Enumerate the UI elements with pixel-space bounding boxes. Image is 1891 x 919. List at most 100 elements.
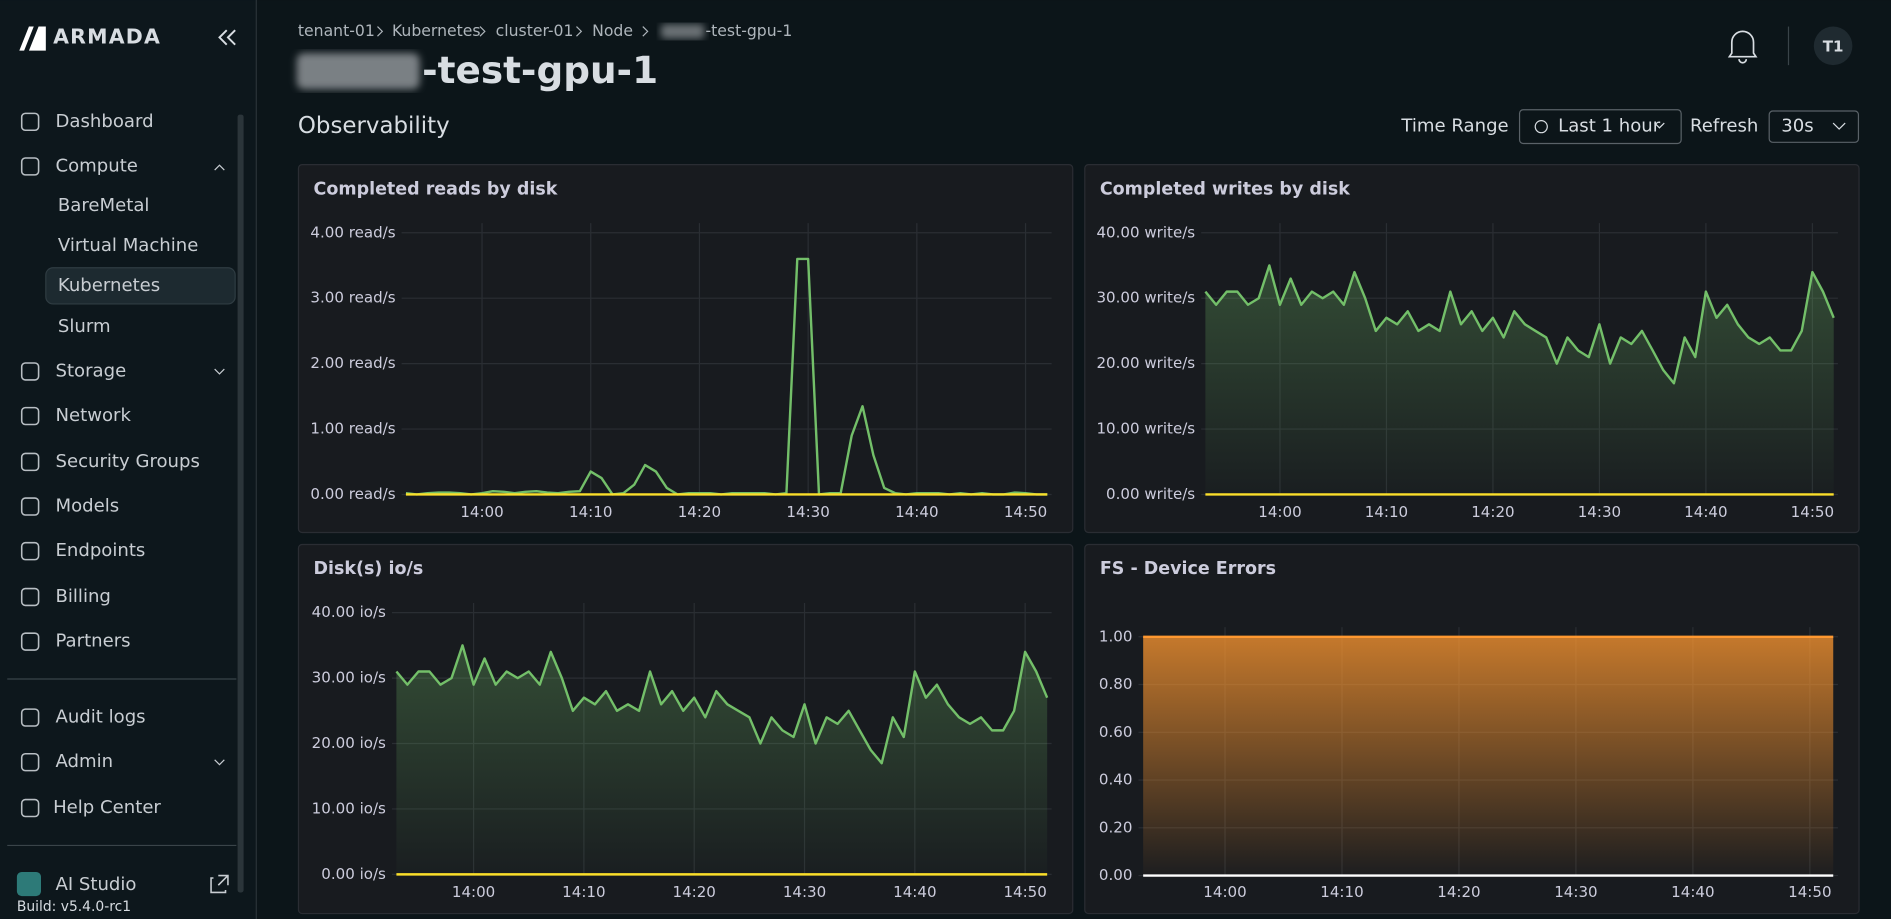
x-tick-label: 14:00 bbox=[1258, 503, 1301, 521]
brand: ARMADA bbox=[53, 24, 161, 48]
x-tick-label: 14:30 bbox=[1578, 503, 1621, 521]
avatar-initials: T1 bbox=[1823, 38, 1844, 56]
chevron bbox=[214, 368, 225, 375]
x-tick-label: 14:20 bbox=[1437, 883, 1480, 901]
nav-item[interactable]: Virtual Machine bbox=[58, 235, 199, 256]
y-tick-label: 1.00 read/s bbox=[310, 420, 395, 438]
nav-icon bbox=[20, 541, 40, 561]
x-tick-label: 14:30 bbox=[1554, 883, 1597, 901]
nav-icon bbox=[20, 632, 40, 651]
nav-item[interactable]: Storage bbox=[55, 360, 126, 381]
breadcrumb[interactable]: Node bbox=[592, 21, 633, 40]
ai-studio-icon bbox=[16, 871, 42, 897]
x-tick-label: 14:30 bbox=[783, 883, 826, 901]
y-tick-label: 0.40 bbox=[1099, 771, 1133, 789]
nav-icon bbox=[20, 708, 40, 727]
collapse-button[interactable] bbox=[218, 29, 236, 46]
time-range-select[interactable] bbox=[1518, 109, 1682, 145]
nav-icon bbox=[20, 587, 40, 607]
clock-icon bbox=[1534, 120, 1548, 134]
breadcrumb-separator bbox=[377, 26, 649, 37]
nav-item[interactable]: Admin bbox=[55, 751, 113, 772]
y-tick-label: 10.00 write/s bbox=[1096, 420, 1195, 438]
x-tick-label: 14:50 bbox=[1004, 503, 1047, 521]
nav-icon bbox=[20, 798, 40, 818]
y-tick-label: 2.00 read/s bbox=[310, 354, 395, 372]
y-tick-label: 4.00 read/s bbox=[310, 223, 395, 241]
x-tick-label: 14:40 bbox=[895, 503, 938, 521]
blurred-text bbox=[296, 53, 420, 90]
nav-item[interactable]: Security Groups bbox=[55, 451, 199, 472]
chart-panel: Completed reads by disk 0.00 read/s 1.00 r… bbox=[297, 164, 1074, 534]
time-range-value: Last 1 hour bbox=[1558, 116, 1661, 137]
nav-icon bbox=[20, 497, 40, 516]
y-tick-label: 0.00 bbox=[1099, 866, 1133, 884]
nav-item[interactable]: Slurm bbox=[58, 316, 111, 337]
x-tick-label: 14:20 bbox=[672, 883, 715, 901]
logo bbox=[19, 26, 46, 51]
nav-icon bbox=[20, 406, 40, 426]
breadcrumb[interactable]: tenant-01 bbox=[298, 21, 375, 40]
y-tick-label: 40.00 io/s bbox=[312, 603, 386, 621]
y-tick-label: 0.00 read/s bbox=[310, 485, 395, 503]
y-tick-label: 30.00 write/s bbox=[1096, 289, 1195, 307]
y-tick-label: 1.00 bbox=[1099, 627, 1133, 645]
area bbox=[1143, 636, 1834, 876]
nav-item[interactable]: Dashboard bbox=[55, 111, 153, 132]
build-version: Build: v5.4.0-rc1 bbox=[17, 899, 131, 915]
breadcrumb[interactable]: Kubernetes bbox=[392, 21, 481, 40]
avatar[interactable] bbox=[1813, 26, 1853, 66]
y-tick-label: 0.20 bbox=[1099, 818, 1133, 836]
nav-icon bbox=[20, 452, 40, 472]
chevron bbox=[1832, 122, 1846, 130]
nav-item[interactable]: Billing bbox=[55, 586, 110, 607]
chart-panel: Completed writes by disk 0.00 write/s 10.0… bbox=[1084, 164, 1860, 534]
nav-item[interactable]: Models bbox=[55, 496, 119, 517]
refresh-label: Refresh bbox=[1690, 116, 1758, 137]
scrollbar bbox=[237, 114, 244, 893]
y-tick-label: 40.00 write/s bbox=[1096, 223, 1195, 241]
refresh-select[interactable] bbox=[1768, 110, 1860, 143]
y-tick-label: 0.80 bbox=[1099, 675, 1133, 693]
x-tick-label: 14:10 bbox=[1320, 883, 1363, 901]
active-nav-bg bbox=[45, 267, 236, 305]
nav-item[interactable]: Help Center bbox=[53, 797, 161, 818]
breadcrumb[interactable]: cluster-01 bbox=[496, 21, 574, 40]
time-range-label: Time Range bbox=[1400, 116, 1508, 137]
x-tick-label: 14:10 bbox=[562, 883, 605, 901]
panel-title: FS - Device Errors bbox=[1100, 559, 1276, 579]
nav-item[interactable]: Compute bbox=[55, 155, 137, 176]
panel bbox=[297, 164, 1074, 534]
panel-title: Completed reads by disk bbox=[314, 179, 558, 199]
panel-title: Completed writes by disk bbox=[1100, 179, 1350, 199]
chevron bbox=[1654, 122, 1665, 129]
y-tick-label: 20.00 io/s bbox=[312, 734, 386, 752]
nav-item[interactable]: Kubernetes bbox=[58, 275, 160, 296]
y-tick-label: 10.00 io/s bbox=[312, 799, 386, 817]
panel-title: Disk(s) io/s bbox=[314, 559, 424, 579]
notification-bell[interactable] bbox=[1727, 30, 1758, 64]
nav-item[interactable]: Network bbox=[55, 405, 131, 426]
y-tick-label: 0.00 write/s bbox=[1106, 485, 1195, 503]
area bbox=[396, 645, 1048, 875]
x-tick-label: 14:40 bbox=[1684, 503, 1727, 521]
nav-item[interactable]: Audit logs bbox=[55, 707, 145, 728]
x-tick-label: 14:30 bbox=[786, 503, 829, 521]
chart-panel: Disk(s) io/s 0.00 io/s 10.00 io/s 20.00 io/… bbox=[297, 543, 1074, 915]
x-tick-label: 14:10 bbox=[569, 503, 612, 521]
blurred-text bbox=[660, 24, 705, 39]
series-line bbox=[1204, 264, 1835, 385]
nav-item[interactable]: Partners bbox=[55, 631, 130, 652]
ai-studio-link[interactable]: AI Studio bbox=[55, 874, 136, 895]
x-tick-label: 14:50 bbox=[1791, 503, 1834, 521]
nav-item[interactable]: Endpoints bbox=[55, 540, 145, 561]
chart-panel: FS - Device Errors 0.00 0.20 0.40 0.60 0.80 1.… bbox=[1084, 543, 1860, 915]
y-tick-label: 3.00 read/s bbox=[310, 289, 395, 307]
nav-icon bbox=[20, 362, 40, 381]
sidebar bbox=[0, 0, 256, 919]
section-title: Observability bbox=[298, 113, 450, 139]
nav-item[interactable]: BareMetal bbox=[58, 195, 150, 216]
x-tick-label: 14:00 bbox=[1203, 883, 1246, 901]
x-tick-label: 14:50 bbox=[1003, 883, 1046, 901]
